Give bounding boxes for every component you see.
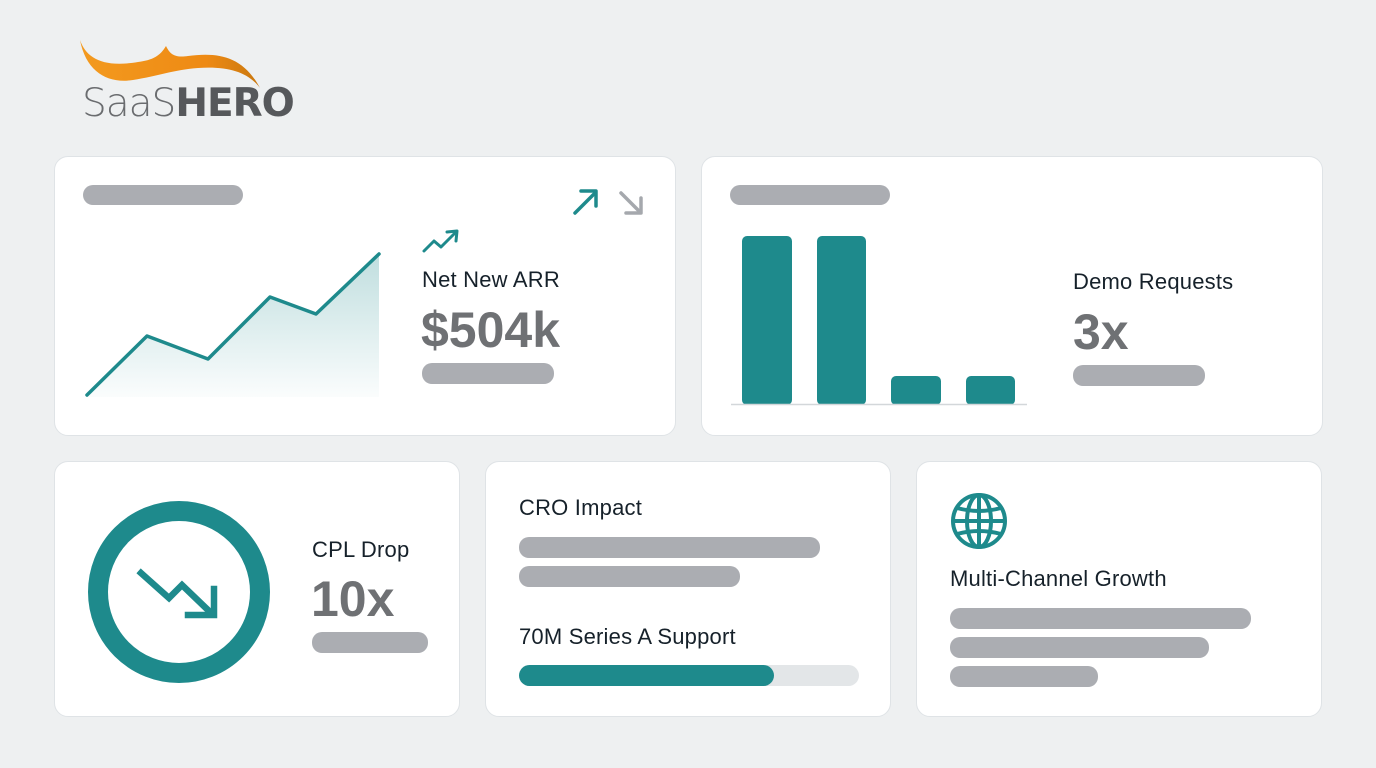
demo-requests-card: Demo Requests 3x [701,156,1323,436]
multichannel-label: Multi-Channel Growth [950,566,1167,591]
series-a-progress-bar [519,665,859,686]
demo-value: 3x [1073,304,1129,360]
arr-label: Net New ARR [422,267,560,292]
arr-value: $504k [421,302,561,358]
multichannel-placeholder-line-1 [950,608,1251,629]
arrow-up-right-icon[interactable] [569,185,603,219]
cpl-subtext-placeholder [312,632,428,653]
cpl-label: CPL Drop [312,537,410,562]
card-title-placeholder [83,185,243,205]
logo-swoosh-icon [80,40,260,88]
net-new-arr-card: Net New ARR $504k [54,156,676,436]
multichannel-growth-card: Multi-Channel Growth [916,461,1322,717]
cro-placeholder-line-1 [519,537,820,558]
cro-label: CRO Impact [519,495,643,520]
demo-bar-chart [731,236,1027,406]
saashero-logo: SaaSHERO [78,38,295,128]
series-a-label: 70M Series A Support [519,624,736,649]
cro-impact-card: CRO Impact 70M Series A Support [485,461,891,717]
trend-up-icon [422,229,459,253]
cro-placeholder-line-2 [519,566,740,587]
series-a-progress-fill [519,665,774,686]
demo-label: Demo Requests [1073,269,1234,294]
card-title-placeholder [730,185,890,205]
cpl-value: 10x [311,571,395,627]
trend-down-circle-icon [88,501,270,683]
multichannel-placeholder-line-3 [950,666,1098,687]
globe-icon [951,493,1007,549]
demo-subtext-placeholder [1073,365,1205,386]
arr-subtext-placeholder [422,363,554,384]
multichannel-placeholder-line-2 [950,637,1209,658]
logo-wordmark: SaaSHERO [82,81,295,126]
arr-line-chart [85,252,381,397]
cpl-drop-card: CPL Drop 10x [54,461,460,717]
arrow-down-right-icon[interactable] [613,185,647,219]
